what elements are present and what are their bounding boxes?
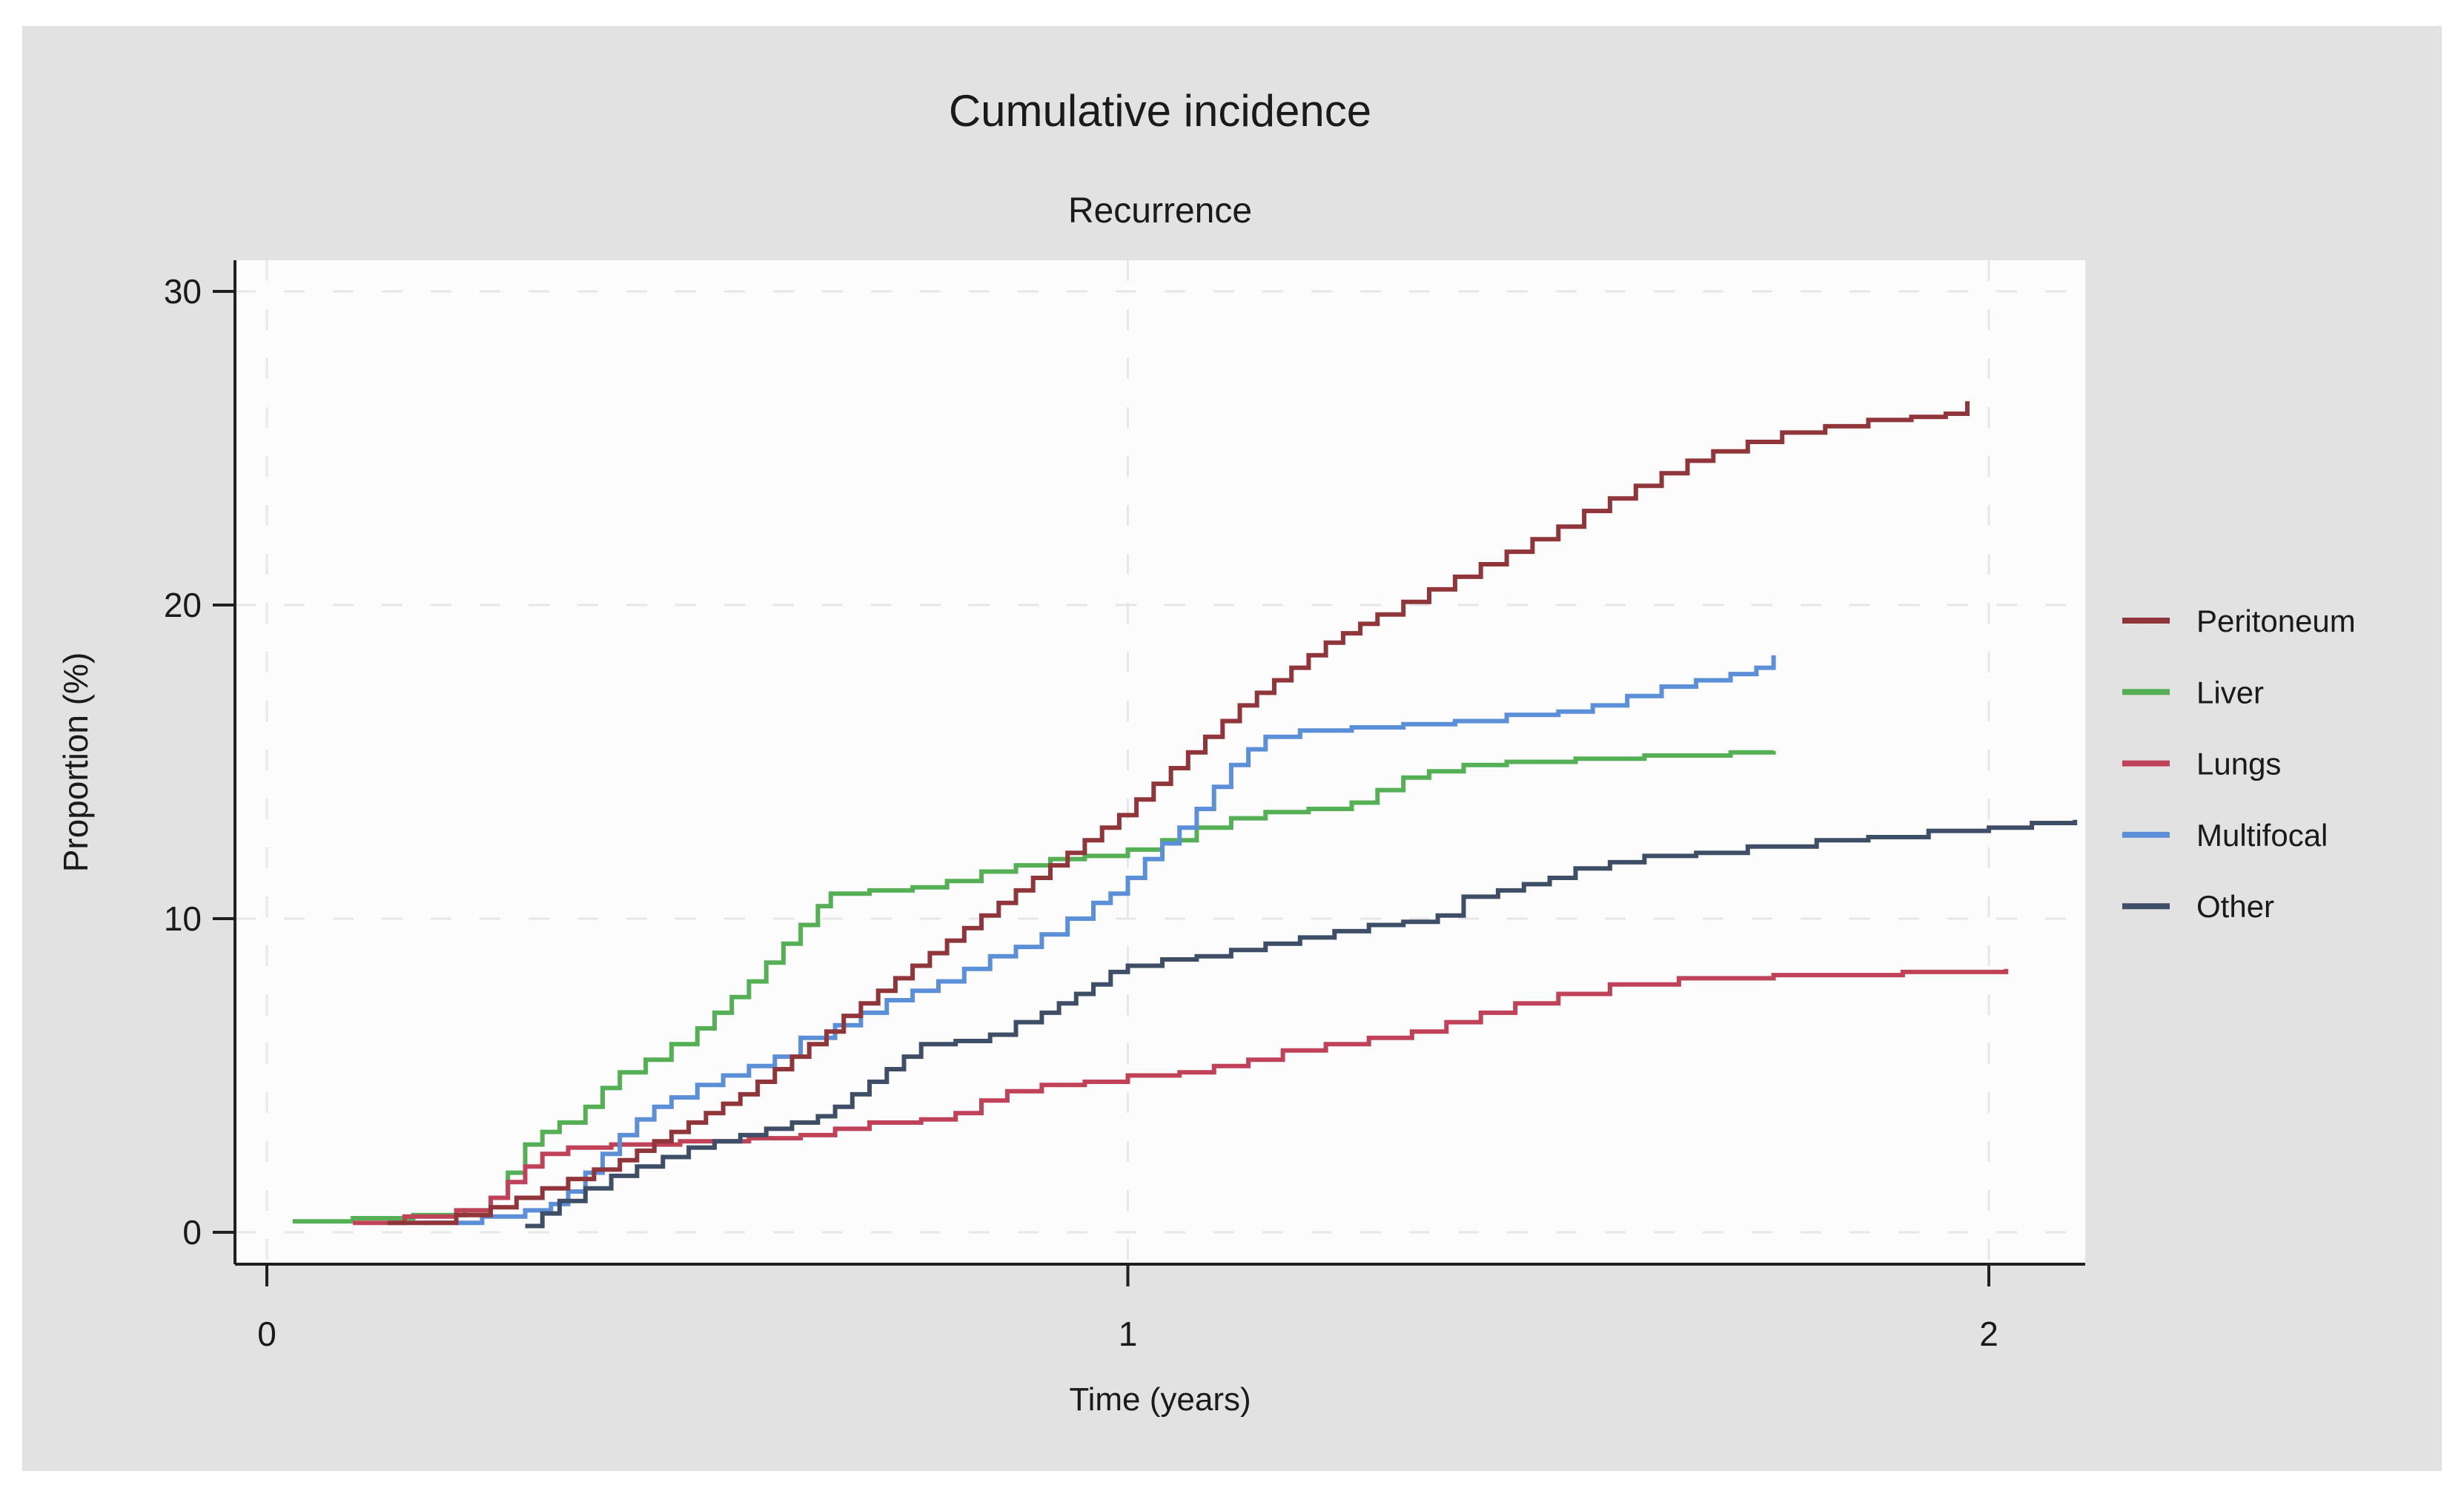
legend-label-peritoneum: Peritoneum (2196, 604, 2356, 638)
y-tick-label-10: 10 (164, 899, 202, 938)
axis-layer: 0 10 20 30 0 1 2 (164, 260, 2085, 1353)
y-axis-label: Proportion (%) (56, 652, 95, 873)
legend-layer: Peritoneum Liver Lungs Multifocal Other (2122, 604, 2356, 924)
chart-title: Cumulative incidence (949, 86, 1371, 136)
legend-label-lungs: Lungs (2196, 747, 2281, 781)
x-tick-label-0: 0 (257, 1315, 276, 1353)
y-tick-label-20: 20 (164, 586, 202, 624)
x-axis-label: Time (years) (1069, 1381, 1251, 1418)
y-tick-label-0: 0 (182, 1213, 202, 1252)
series-line-multifocal (422, 655, 1776, 1226)
legend-label-multifocal: Multifocal (2196, 818, 2328, 853)
series-line-liver (292, 750, 1776, 1224)
y-tick-label-30: 30 (164, 272, 202, 311)
x-tick-label-2: 2 (1979, 1315, 1998, 1353)
grid-layer (235, 260, 2085, 1264)
plot-area (235, 260, 2085, 1264)
x-tick-label-1: 1 (1119, 1315, 1138, 1353)
legend-label-other: Other (2196, 889, 2274, 924)
series-layer (292, 401, 2078, 1229)
series-line-lungs (353, 968, 2009, 1226)
chart-subtitle: Recurrence (1068, 191, 1252, 231)
legend-label-liver: Liver (2196, 675, 2264, 710)
series-line-other (525, 819, 2078, 1229)
series-line-peritoneum (387, 401, 1970, 1226)
